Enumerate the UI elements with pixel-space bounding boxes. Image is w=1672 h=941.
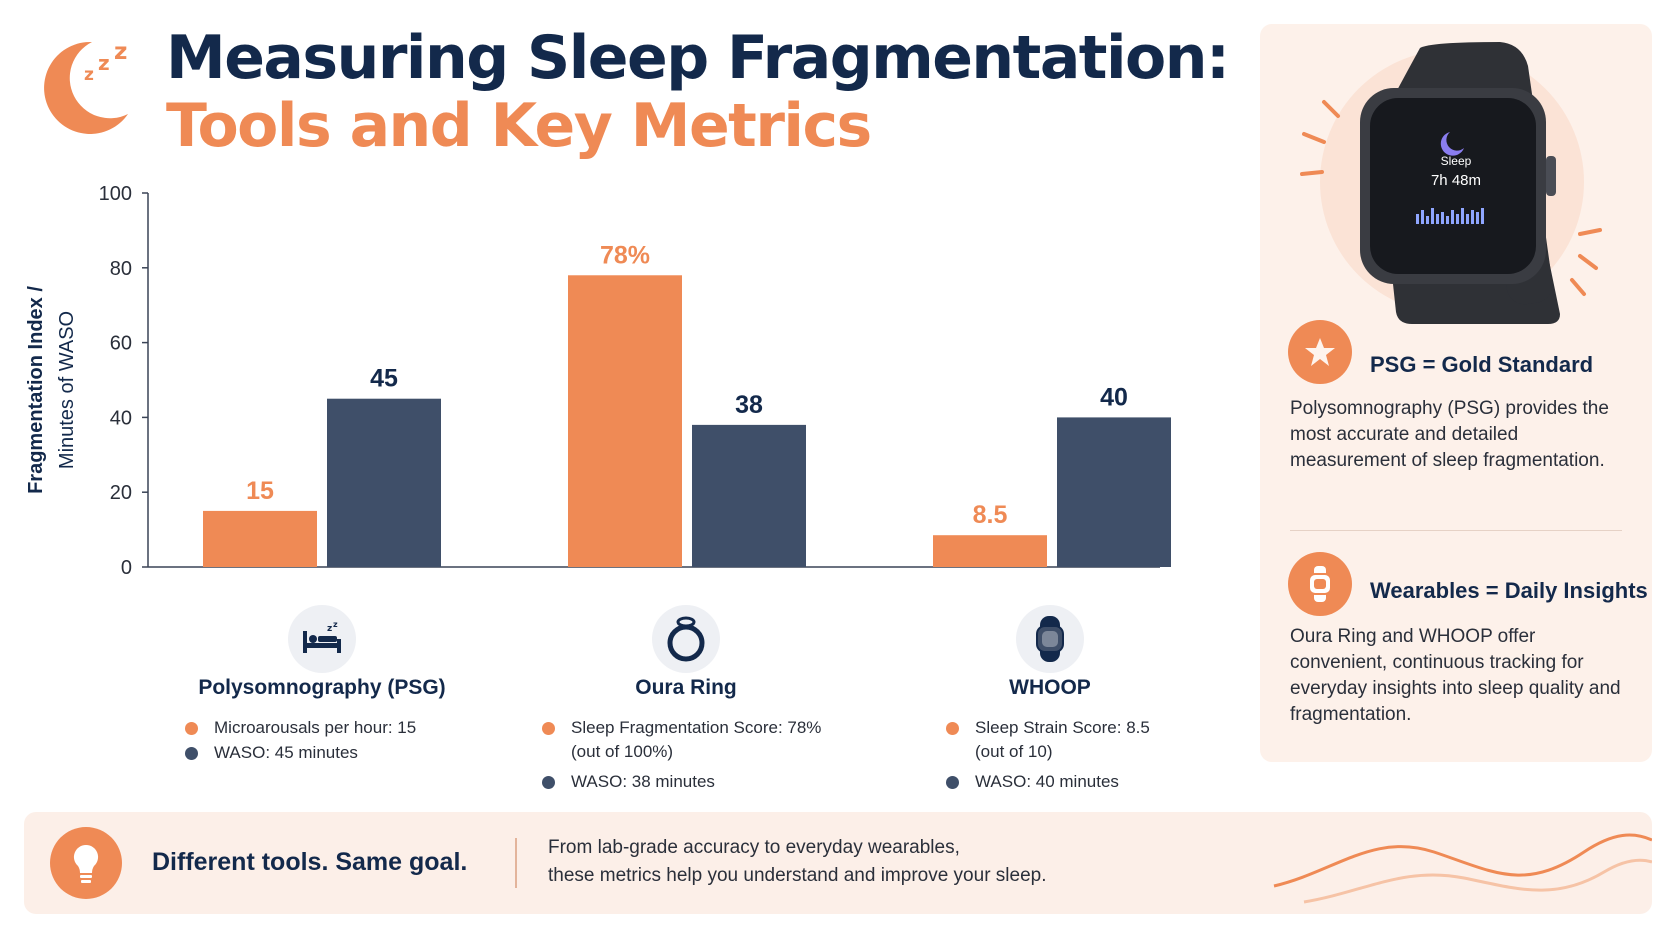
tool-name-whoop: WHOOP xyxy=(1009,676,1091,699)
svg-text:z: z xyxy=(84,65,94,85)
y-tick-label: 0 xyxy=(121,557,132,579)
side-panel: Sleep 7h 48m PSG = Gold Standard Polysom… xyxy=(1260,24,1652,762)
orange-bullet-icon xyxy=(542,722,555,735)
moon-zzz-logo-icon: z z z xyxy=(44,39,128,134)
psg-description: Polysomnography (PSG) provides the most … xyxy=(1290,398,1609,471)
bar-chart: 0 20 40 60 80 100 Fragmentation Index / Minutes… xyxy=(25,183,1171,579)
bar-navy-2 xyxy=(1057,417,1171,567)
bar-orange-2 xyxy=(933,535,1047,567)
wristband-icon xyxy=(1016,605,1084,673)
banner-text: From lab-grade accuracy to everyday wear… xyxy=(548,837,1047,886)
psg-heading: PSG = Gold Standard xyxy=(1370,352,1594,377)
bar-value-label: 40 xyxy=(1100,383,1128,411)
navy-bullet-icon xyxy=(185,747,198,760)
y-axis-label-line1: Fragmentation Index / xyxy=(25,286,47,494)
metric-psg-microarousals: Microarousals per hour: 15 xyxy=(185,716,416,740)
watch-screen-label: Sleep xyxy=(1440,154,1472,168)
ring-icon xyxy=(652,605,720,673)
y-tick-label: 20 xyxy=(110,482,132,504)
bar-value-label: 15 xyxy=(246,477,274,505)
metric-psg-waso: WASO: 45 minutes xyxy=(185,741,358,765)
bar-orange-1 xyxy=(568,275,682,567)
tool-name-psg: Polysomnography (PSG) xyxy=(198,676,446,699)
star-icon xyxy=(1288,320,1352,384)
bar-value-label: 8.5 xyxy=(973,501,1008,529)
banner-headline: Different tools. Same goal. xyxy=(152,848,468,876)
side-divider xyxy=(1290,530,1622,531)
svg-text:z: z xyxy=(98,51,110,75)
watch-screen-duration: 7h 48m xyxy=(1430,172,1482,189)
navy-bullet-icon xyxy=(542,776,555,789)
svg-text:z: z xyxy=(327,624,332,634)
watch-icon xyxy=(1288,552,1352,616)
metric-oura-waso: WASO: 38 minutes xyxy=(542,770,715,794)
metric-oura-fragmentation: Sleep Fragmentation Score: 78% (out of 1… xyxy=(542,716,821,764)
svg-text:z: z xyxy=(333,621,338,629)
page-subtitle: Tools and Key Metrics xyxy=(166,91,872,161)
tool-name-oura: Oura Ring xyxy=(635,676,737,699)
wearables-description: Oura Ring and WHOOP offer convenient, co… xyxy=(1290,626,1621,725)
y-tick-label: 40 xyxy=(110,407,132,429)
bar-orange-0 xyxy=(203,510,317,567)
wearables-heading: Wearables = Daily Insights xyxy=(1370,578,1648,603)
bar-value-label: 45 xyxy=(370,365,398,393)
bar-navy-0 xyxy=(327,398,441,567)
smartwatch-illustration-icon xyxy=(1300,42,1602,324)
bar-value-label: 78% xyxy=(600,241,650,269)
page-title: Measuring Sleep Fragmentation: xyxy=(166,23,1230,93)
bar-value-label: 38 xyxy=(735,391,763,419)
y-tick-label: 60 xyxy=(110,333,132,355)
y-axis-label-line2: Minutes of WASO xyxy=(56,311,78,469)
y-tick-label: 80 xyxy=(110,258,132,280)
bar-navy-1 xyxy=(692,424,806,567)
orange-bullet-icon xyxy=(946,722,959,735)
metric-whoop-waso: WASO: 40 minutes xyxy=(946,770,1119,794)
banner-separator xyxy=(515,838,517,888)
decorative-wave-icon xyxy=(1273,833,1652,904)
bottom-banner: Different tools. Same goal. From lab-gra… xyxy=(24,812,1652,914)
orange-bullet-icon xyxy=(185,722,198,735)
svg-text:z: z xyxy=(114,39,127,65)
y-tick-label: 100 xyxy=(99,183,132,205)
navy-bullet-icon xyxy=(946,776,959,789)
lightbulb-icon xyxy=(50,827,122,899)
metric-whoop-strain: Sleep Strain Score: 8.5 (out of 10) xyxy=(946,716,1150,764)
bed-icon: z z xyxy=(288,605,356,673)
